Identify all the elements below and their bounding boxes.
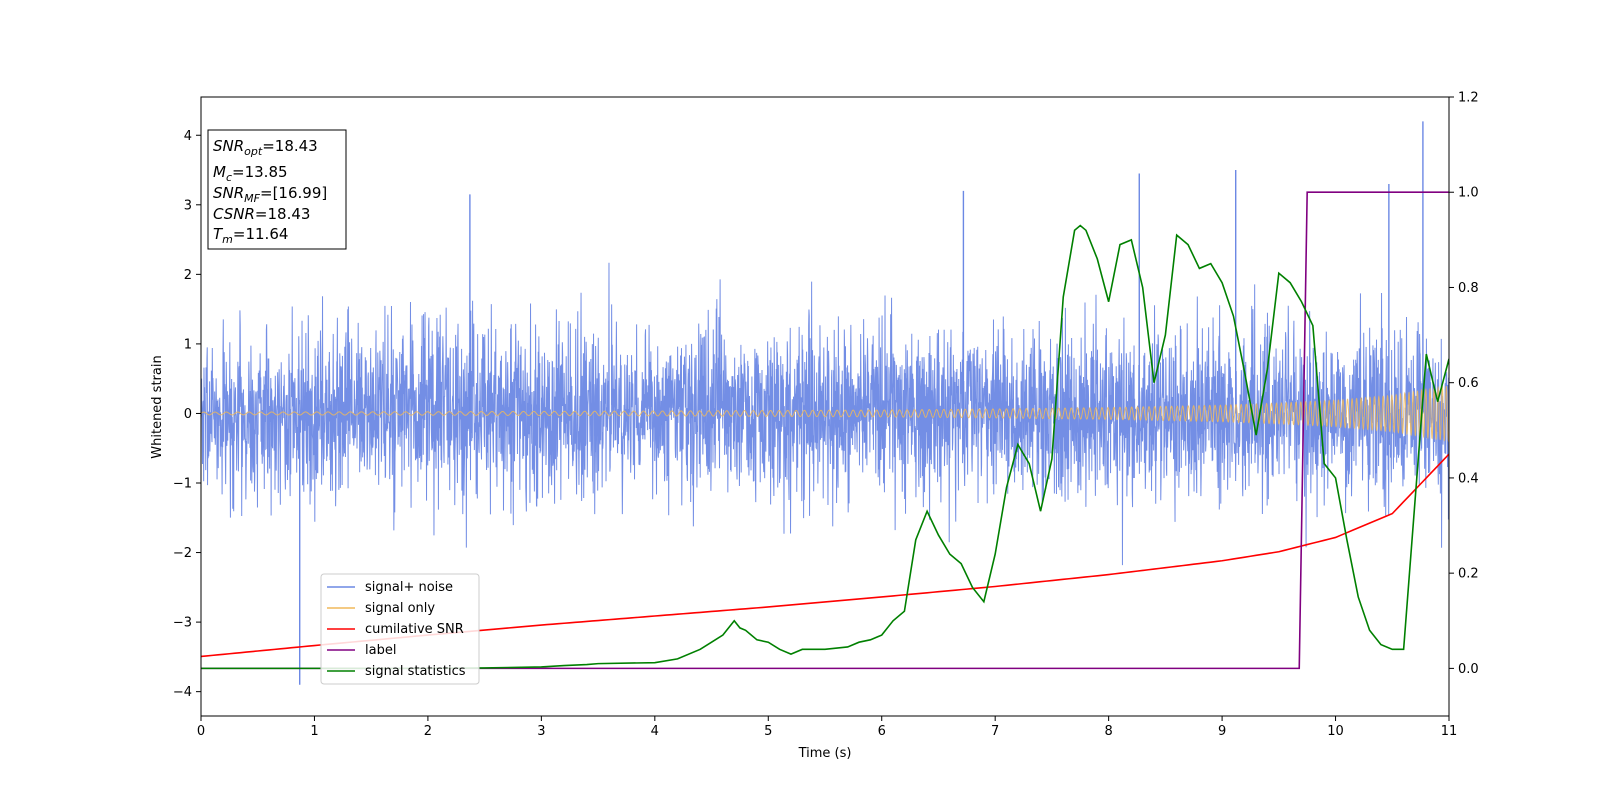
info-box: SNRopt=18.43 Mc=13.85 SNRMF=[16.99] CSNR… bbox=[207, 129, 347, 250]
y2-tick-label-4: 0.8 bbox=[1458, 281, 1479, 296]
x-tick-label-3: 3 bbox=[537, 724, 545, 739]
y2-tick-label-3: 0.6 bbox=[1458, 376, 1479, 391]
info-mc: Mc=13.85 bbox=[213, 163, 288, 184]
series-signal-noise bbox=[201, 262, 1449, 566]
legend: signal+ noise signal only cumilative SNR… bbox=[320, 573, 480, 685]
x-tick-label-1: 1 bbox=[310, 724, 318, 739]
series-layer bbox=[201, 121, 1449, 685]
y-tick-label-4: 0 bbox=[184, 407, 192, 422]
x-tick-label-11: 11 bbox=[1441, 724, 1458, 739]
plot-frame bbox=[200, 96, 1450, 717]
y2-tick-label-0: 0.0 bbox=[1458, 662, 1479, 677]
info-snr-opt: SNRopt=18.43 bbox=[213, 137, 318, 158]
info-snr-mf: SNRMF=[16.99] bbox=[213, 184, 327, 205]
x-tick-label-9: 9 bbox=[1218, 724, 1226, 739]
y-tick-label-0: −4 bbox=[173, 685, 192, 700]
info-tm: Tm=11.64 bbox=[213, 225, 288, 246]
y2-tick-label-1: 0.2 bbox=[1458, 567, 1479, 582]
series-signal-statistics bbox=[201, 224, 1449, 670]
y-axis-left: −4 −3 −2 −1 0 1 2 3 4 bbox=[173, 129, 201, 700]
x-tick-label-7: 7 bbox=[991, 724, 999, 739]
y-tick-label-7: 3 bbox=[184, 198, 192, 213]
legend-label: label bbox=[365, 643, 396, 658]
y2-tick-label-2: 0.4 bbox=[1458, 471, 1479, 486]
y2-tick-label-6: 1.2 bbox=[1458, 91, 1479, 106]
legend-signal-statistics: signal statistics bbox=[365, 664, 466, 679]
x-tick-label-4: 4 bbox=[651, 724, 659, 739]
y-axis-right: 0.0 0.2 0.4 0.6 0.8 1.0 1.2 bbox=[1449, 91, 1479, 677]
x-tick-label-2: 2 bbox=[424, 724, 432, 739]
y-tick-label-1: −3 bbox=[173, 616, 192, 631]
x-tick-label-8: 8 bbox=[1104, 724, 1112, 739]
info-csnr: CSNR=18.43 bbox=[213, 205, 310, 223]
series-label bbox=[201, 191, 1449, 670]
legend-signal-only: signal only bbox=[365, 601, 435, 616]
y-tick-label-6: 2 bbox=[184, 268, 192, 283]
y-axis-label: Whitened strain bbox=[150, 355, 165, 458]
series-signal-only bbox=[201, 385, 1449, 443]
legend-signal-noise: signal+ noise bbox=[365, 580, 453, 595]
y-tick-label-5: 1 bbox=[184, 337, 192, 352]
y-tick-label-8: 4 bbox=[184, 129, 192, 144]
x-tick-label-5: 5 bbox=[764, 724, 772, 739]
y-tick-label-2: −2 bbox=[173, 546, 192, 561]
legend-cumulative-snr: cumilative SNR bbox=[365, 622, 464, 637]
x-tick-label-10: 10 bbox=[1327, 724, 1344, 739]
x-tick-label-6: 6 bbox=[878, 724, 886, 739]
x-axis-label: Time (s) bbox=[798, 746, 852, 761]
y-tick-label-3: −1 bbox=[173, 477, 192, 492]
x-axis: 0 1 2 3 4 5 6 7 8 9 10 11 bbox=[197, 716, 1457, 739]
x-tick-label-0: 0 bbox=[197, 724, 205, 739]
y2-tick-label-5: 1.0 bbox=[1458, 186, 1479, 201]
